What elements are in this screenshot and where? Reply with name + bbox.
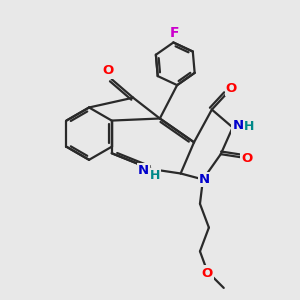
Text: H: H [150,169,160,182]
Text: H: H [244,120,254,133]
Text: N: N [232,119,244,132]
Text: O: O [241,152,252,165]
Text: N: N [138,164,149,177]
Text: O: O [103,64,114,77]
Text: O: O [202,267,213,280]
Text: O: O [226,82,237,95]
Text: F: F [170,26,180,40]
Text: N: N [199,173,210,186]
